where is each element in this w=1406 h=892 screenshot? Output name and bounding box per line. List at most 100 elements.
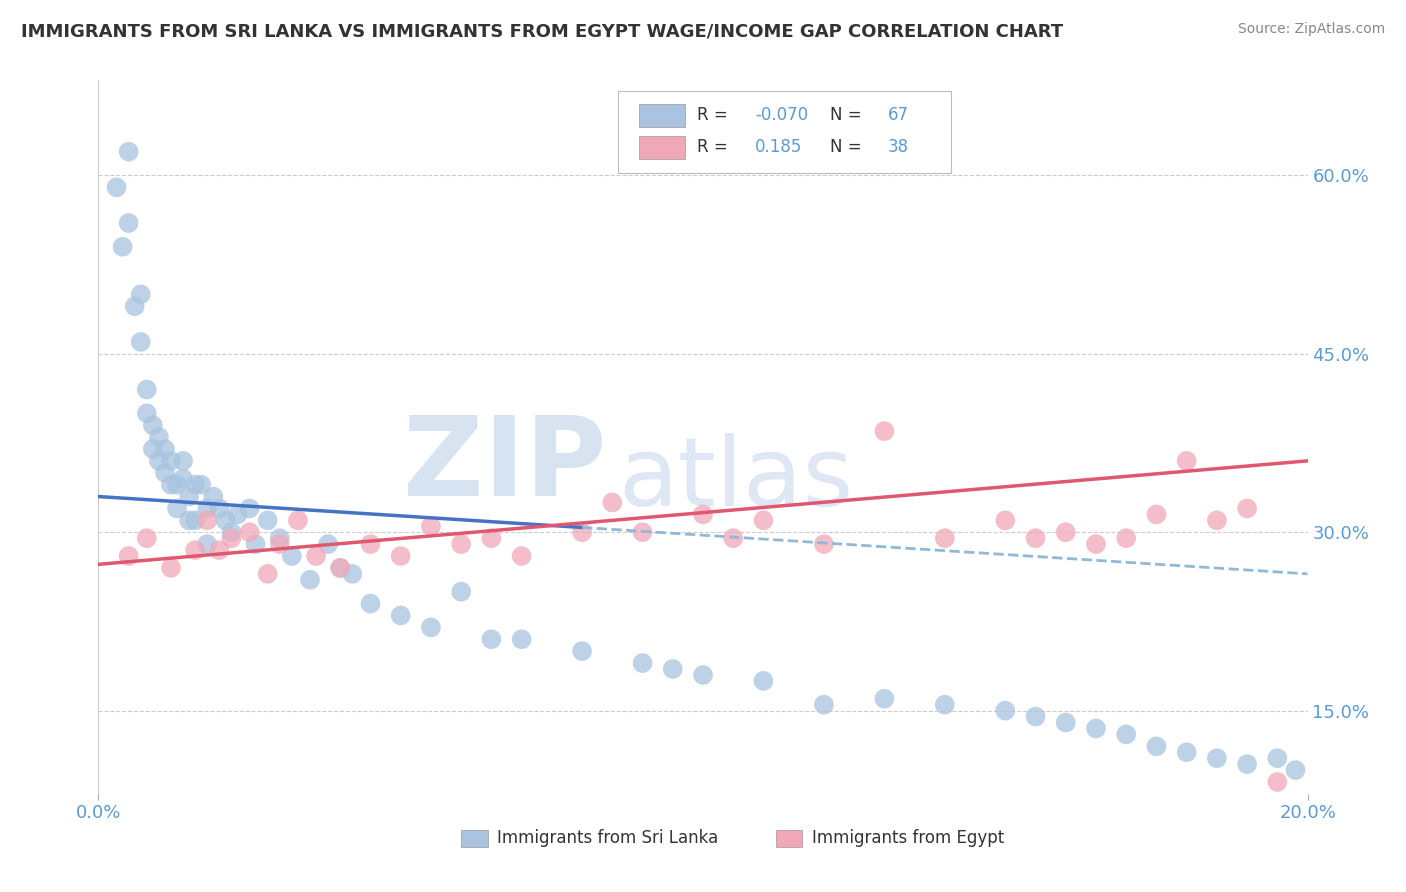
Point [1115, 727, 1137, 741]
Point [105, 180, 128, 194]
FancyBboxPatch shape [461, 830, 488, 847]
Point [299, 573, 322, 587]
Point [129, 287, 152, 301]
Point [602, 495, 624, 509]
Point [153, 466, 176, 480]
Text: Immigrants from Sri Lanka: Immigrants from Sri Lanka [498, 830, 718, 847]
Point [166, 501, 188, 516]
Point [752, 673, 775, 688]
Point [184, 513, 207, 527]
Point [360, 597, 382, 611]
Point [934, 531, 956, 545]
Text: IMMIGRANTS FROM SRI LANKA VS IMMIGRANTS FROM EGYPT WAGE/INCOME GAP CORRELATION C: IMMIGRANTS FROM SRI LANKA VS IMMIGRANTS … [21, 22, 1063, 40]
Point [661, 662, 683, 676]
FancyBboxPatch shape [776, 830, 803, 847]
Point [571, 644, 593, 658]
Point [813, 537, 835, 551]
Point [481, 531, 503, 545]
Point [1144, 508, 1167, 522]
Point [226, 508, 249, 522]
Text: Source: ZipAtlas.com: Source: ZipAtlas.com [1237, 22, 1385, 37]
Point [692, 668, 714, 682]
Text: 67: 67 [889, 106, 910, 124]
Point [202, 490, 225, 504]
Point [1267, 775, 1289, 789]
Point [166, 477, 188, 491]
Point [118, 549, 141, 563]
Point [934, 698, 956, 712]
Point [118, 145, 141, 159]
Point [450, 584, 472, 599]
Point [723, 531, 745, 545]
Text: N =: N = [830, 106, 868, 124]
Text: 38: 38 [889, 138, 910, 156]
Point [510, 632, 533, 647]
Text: R =: R = [697, 106, 733, 124]
Point [111, 240, 134, 254]
Point [214, 513, 236, 527]
Point [510, 549, 533, 563]
Point [1024, 709, 1046, 723]
Point [1054, 525, 1077, 540]
Point [195, 513, 218, 527]
Point [1175, 454, 1198, 468]
Point [873, 424, 896, 438]
Point [1175, 745, 1198, 759]
Point [316, 537, 339, 551]
Point [135, 383, 157, 397]
Point [1206, 751, 1229, 765]
Point [420, 519, 443, 533]
Point [813, 698, 835, 712]
Point [135, 531, 157, 545]
Point [269, 531, 291, 545]
Point [1024, 531, 1046, 545]
Text: Immigrants from Egypt: Immigrants from Egypt [811, 830, 1004, 847]
Point [360, 537, 382, 551]
Point [1144, 739, 1167, 754]
Point [195, 537, 218, 551]
Point [184, 543, 207, 558]
Point [129, 334, 152, 349]
Point [256, 513, 278, 527]
Point [692, 508, 714, 522]
Point [1085, 537, 1108, 551]
Point [873, 691, 896, 706]
Point [160, 477, 183, 491]
FancyBboxPatch shape [638, 136, 685, 159]
Point [142, 442, 165, 456]
Point [631, 656, 654, 670]
Point [389, 549, 412, 563]
Point [287, 513, 309, 527]
Point [752, 513, 775, 527]
Point [256, 566, 278, 581]
Point [239, 525, 262, 540]
Text: 0.185: 0.185 [755, 138, 803, 156]
Point [221, 531, 243, 545]
Point [184, 477, 207, 491]
Point [450, 537, 472, 551]
Text: atlas: atlas [619, 434, 853, 526]
Point [195, 501, 218, 516]
Text: N =: N = [830, 138, 868, 156]
Point [1236, 757, 1258, 772]
Point [269, 537, 291, 551]
FancyBboxPatch shape [638, 103, 685, 127]
Point [153, 442, 176, 456]
Point [208, 543, 231, 558]
Point [142, 418, 165, 433]
Point [124, 299, 146, 313]
Point [160, 561, 183, 575]
Point [1115, 531, 1137, 545]
Point [1267, 751, 1289, 765]
Point [420, 620, 443, 634]
Point [172, 454, 194, 468]
Point [305, 549, 328, 563]
Point [135, 406, 157, 420]
Text: ZIP: ZIP [404, 412, 606, 519]
FancyBboxPatch shape [619, 91, 950, 173]
Point [239, 501, 262, 516]
Point [118, 216, 141, 230]
Point [1284, 763, 1306, 777]
Point [342, 566, 364, 581]
Point [160, 454, 183, 468]
